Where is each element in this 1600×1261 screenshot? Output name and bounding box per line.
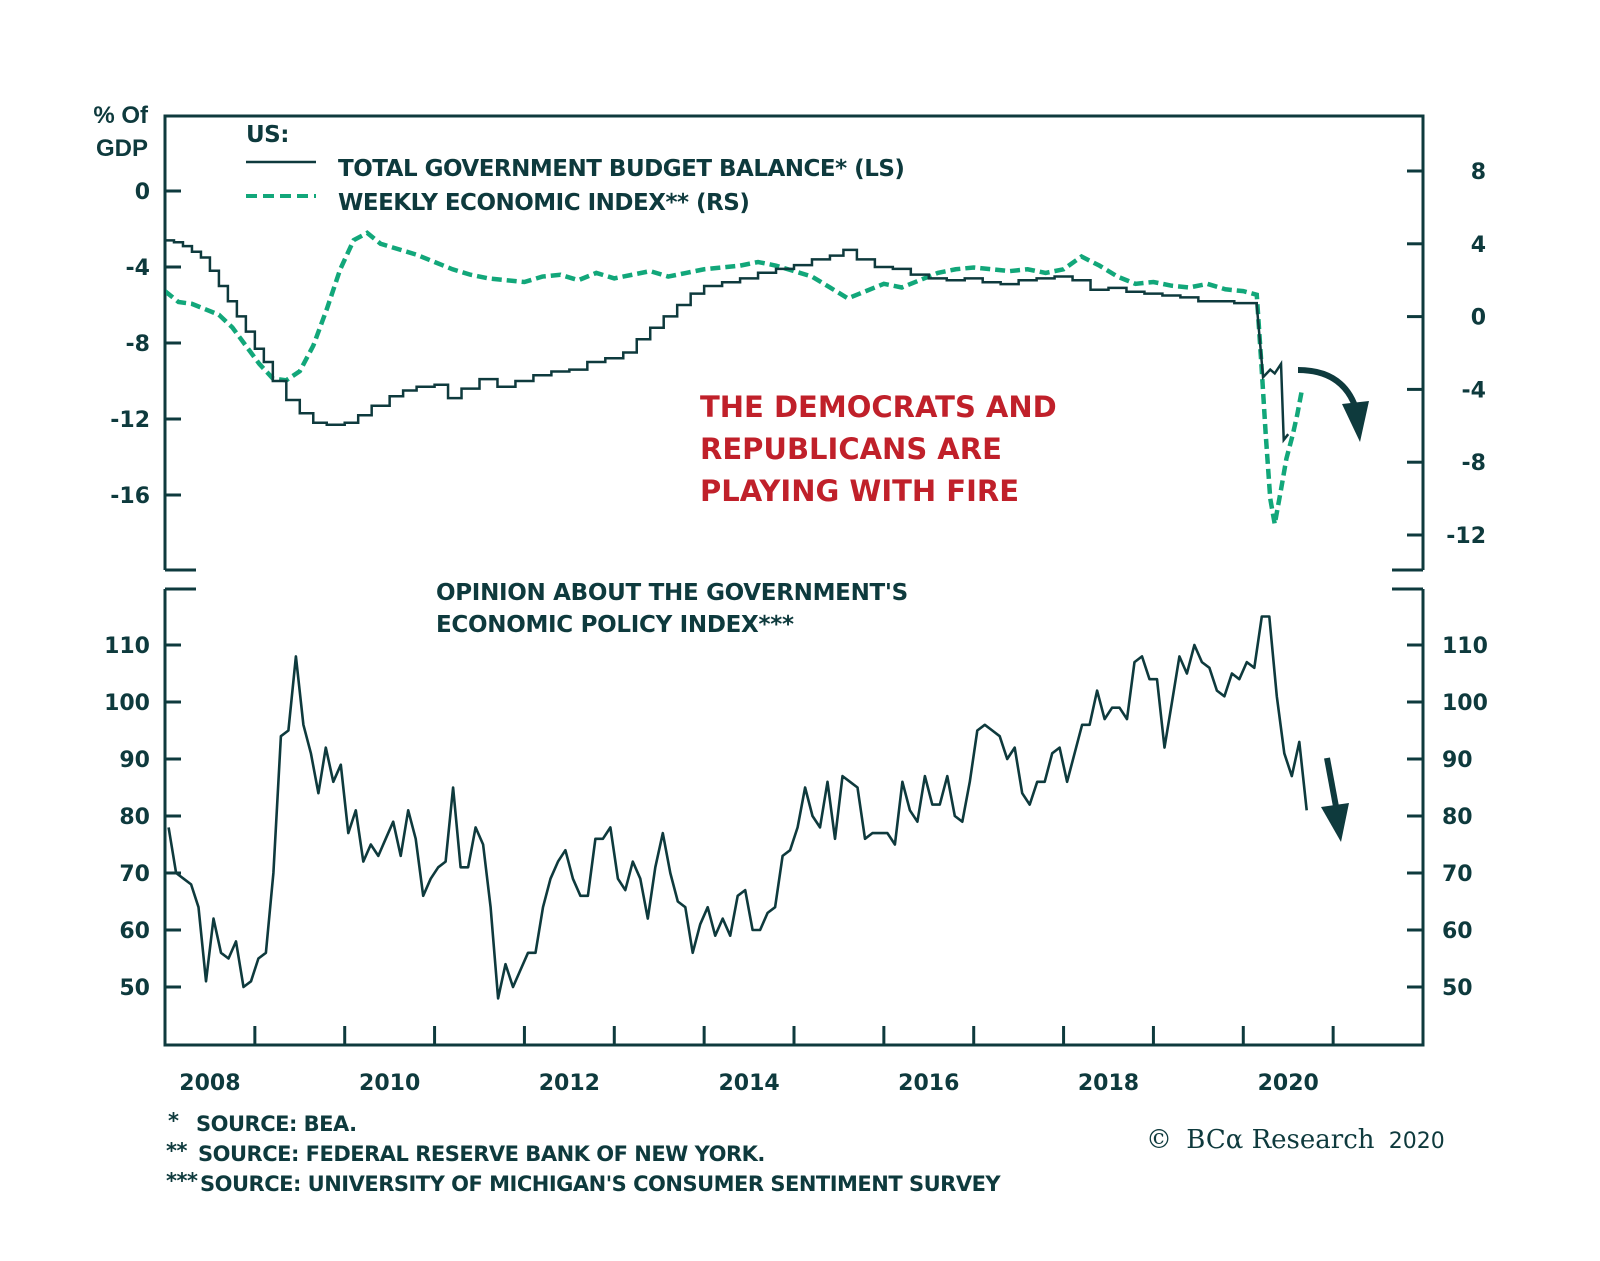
series-line-weekly-economic-index <box>166 230 1304 525</box>
credit: © BCα Research 2020 <box>1146 1125 1445 1155</box>
bottom-panel-title-line1: OPINION ABOUT THE GOVERNMENT'S <box>436 580 908 606</box>
legend-label-budget: TOTAL GOVERNMENT BUDGET BALANCE* (LS) <box>338 156 904 182</box>
footnote-1: SOURCE: BEA. <box>196 1112 357 1136</box>
bottom-left-tick-label: 60 <box>119 919 150 944</box>
bottom-right-tick-label: 110 <box>1442 634 1488 659</box>
bottom-right-tick-label: 90 <box>1442 748 1473 773</box>
x-tick-label: 2010 <box>359 1071 420 1096</box>
series-line-opinion-index <box>167 615 1308 1000</box>
x-tick-label: 2020 <box>1258 1071 1319 1096</box>
top-panel: 0 -4 -8 -12 -16 8 4 0 -4 -8 -12 % Of GDP US: TOTA… <box>93 102 1486 572</box>
footnote-mark-1: * <box>168 1109 179 1133</box>
legend-label-wei: WEEKLY ECONOMIC INDEX** (RS) <box>338 190 749 216</box>
brand-logo-text: BCα Research <box>1186 1125 1374 1155</box>
footnote-2: SOURCE: FEDERAL RESERVE BANK OF NEW YORK… <box>198 1142 765 1166</box>
annotation-line1: THE DEMOCRATS AND <box>700 390 1057 424</box>
x-tick-label: 2012 <box>539 1071 600 1096</box>
footnote-mark-2: ** <box>166 1139 187 1163</box>
bottom-right-tick-label: 70 <box>1442 862 1473 887</box>
left-axis-title-line1: % Of <box>93 102 149 129</box>
bottom-left-tick-label: 110 <box>104 634 150 659</box>
left-axis-ticks: 0 -4 -8 -12 -16 <box>110 180 181 509</box>
x-axis-ticks: 2008 2010 2012 2014 2016 2018 2020 <box>179 1026 1335 1096</box>
left-axis-title-line2: GDP <box>96 135 148 162</box>
x-tick-label: 2016 <box>898 1071 959 1096</box>
left-tick-label: -16 <box>110 484 150 509</box>
right-tick-label: 4 <box>1471 233 1486 258</box>
bottom-right-tick-label: 50 <box>1442 976 1473 1001</box>
right-tick-label: -4 <box>1462 378 1486 403</box>
right-tick-label: -8 <box>1462 451 1486 476</box>
series-line-budget-balance <box>166 239 1290 444</box>
bottom-left-tick-label: 90 <box>119 748 150 773</box>
footnote-3: SOURCE: UNIVERSITY OF MICHIGAN'S CONSUME… <box>200 1172 1001 1196</box>
annotation-line3: PLAYING WITH FIRE <box>700 474 1019 508</box>
curved-arrow-down-icon <box>1297 367 1369 442</box>
credit-year: 2020 <box>1389 1129 1445 1154</box>
bottom-right-tick-label: 60 <box>1442 919 1473 944</box>
bottom-y-axis-ticks: 110 110 100 100 90 90 80 80 70 70 60 60 50 50 <box>104 634 1488 1001</box>
legend-title: US: <box>246 122 289 148</box>
bottom-panel-title-line2: ECONOMIC POLICY INDEX*** <box>436 612 794 638</box>
annotation-line2: REPUBLICANS ARE <box>700 432 1002 466</box>
left-tick-label: -4 <box>126 256 150 281</box>
svg-text:© BCα Research 202: © BCα Research 2020 <box>1146 1125 1445 1155</box>
bottom-left-tick-label: 70 <box>119 862 150 887</box>
bottom-right-tick-label: 80 <box>1442 805 1473 830</box>
bottom-left-tick-label: 100 <box>104 691 150 716</box>
right-axis-ticks: 8 4 0 -4 -8 -12 <box>1407 160 1486 549</box>
x-tick-label: 2008 <box>179 1071 240 1096</box>
footnote-mark-3: *** <box>166 1169 198 1193</box>
right-tick-label: 0 <box>1471 306 1486 331</box>
bottom-right-tick-label: 100 <box>1442 691 1488 716</box>
footnotes: * SOURCE: BEA. ** SOURCE: FEDERAL RESERV… <box>166 1109 1002 1196</box>
left-tick-label: 0 <box>135 180 150 205</box>
x-tick-label: 2014 <box>718 1071 779 1096</box>
copyright-symbol: © <box>1146 1125 1172 1155</box>
bottom-left-tick-label: 80 <box>119 805 150 830</box>
arrow-down-icon <box>1321 757 1349 842</box>
right-tick-label: -12 <box>1446 524 1486 549</box>
right-tick-label: 8 <box>1471 160 1486 185</box>
x-tick-label: 2018 <box>1078 1071 1139 1096</box>
bottom-panel: 110 110 100 100 90 90 80 80 70 70 60 60 50 50 2008 201… <box>104 580 1488 1096</box>
bottom-left-tick-label: 50 <box>119 976 150 1001</box>
left-tick-label: -8 <box>126 332 150 357</box>
left-tick-label: -12 <box>110 408 150 433</box>
